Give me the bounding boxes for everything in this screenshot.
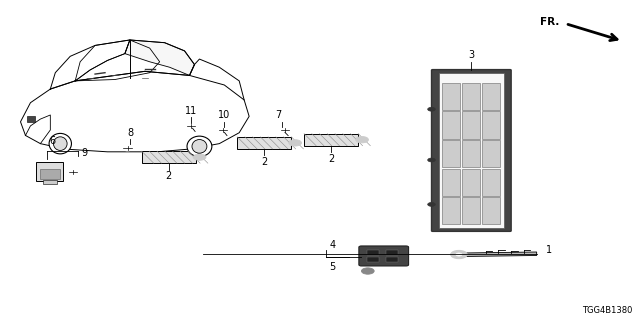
Bar (438, 73, 504, 228)
Bar (43, 180, 57, 184)
Bar (367, 250, 380, 255)
Bar (304, 134, 358, 146)
Circle shape (428, 107, 435, 111)
Bar (462, 197, 480, 224)
Text: 6: 6 (50, 136, 56, 146)
Text: 11: 11 (185, 106, 197, 116)
Bar (386, 257, 398, 262)
Bar (40, 169, 60, 179)
Circle shape (280, 127, 290, 132)
Bar (141, 151, 196, 163)
Bar (462, 140, 480, 167)
Text: TGG4B1380: TGG4B1380 (582, 307, 632, 316)
Ellipse shape (49, 133, 72, 154)
Bar (442, 111, 460, 139)
Bar (482, 197, 500, 224)
Bar (462, 111, 480, 139)
Text: 2: 2 (166, 171, 172, 181)
Bar (482, 83, 500, 110)
Bar (36, 162, 63, 180)
Bar (442, 169, 460, 196)
Bar (442, 197, 460, 224)
Bar (482, 111, 500, 139)
Bar (482, 169, 500, 196)
Circle shape (68, 170, 78, 175)
Text: 2: 2 (261, 157, 268, 167)
Circle shape (362, 268, 374, 274)
Text: 7: 7 (275, 110, 282, 120)
Text: 8: 8 (127, 128, 133, 138)
Bar (462, 83, 480, 110)
Text: FR.: FR. (540, 17, 559, 27)
Text: 10: 10 (218, 110, 230, 120)
Circle shape (428, 158, 435, 162)
FancyBboxPatch shape (431, 69, 511, 231)
Circle shape (122, 145, 133, 151)
Text: 5: 5 (330, 262, 336, 272)
Text: 3: 3 (468, 50, 474, 60)
Circle shape (289, 140, 301, 146)
FancyBboxPatch shape (359, 246, 408, 266)
Circle shape (428, 203, 435, 206)
Polygon shape (125, 40, 195, 76)
Bar (237, 137, 291, 149)
Circle shape (356, 137, 369, 143)
Bar (442, 140, 460, 167)
Circle shape (451, 251, 467, 259)
Bar (386, 250, 398, 255)
Ellipse shape (192, 140, 207, 153)
Text: 1: 1 (546, 245, 552, 255)
Text: 4: 4 (330, 240, 336, 250)
Bar (442, 83, 460, 110)
Text: 2: 2 (328, 154, 334, 164)
Circle shape (193, 154, 206, 160)
Circle shape (218, 127, 228, 132)
Ellipse shape (53, 137, 67, 150)
Circle shape (456, 253, 462, 256)
Bar (367, 257, 380, 262)
Bar (462, 169, 480, 196)
Ellipse shape (187, 136, 212, 156)
Text: 9: 9 (82, 148, 88, 158)
Bar (482, 140, 500, 167)
Circle shape (186, 123, 196, 128)
Bar (28, 116, 35, 122)
Polygon shape (467, 252, 537, 256)
